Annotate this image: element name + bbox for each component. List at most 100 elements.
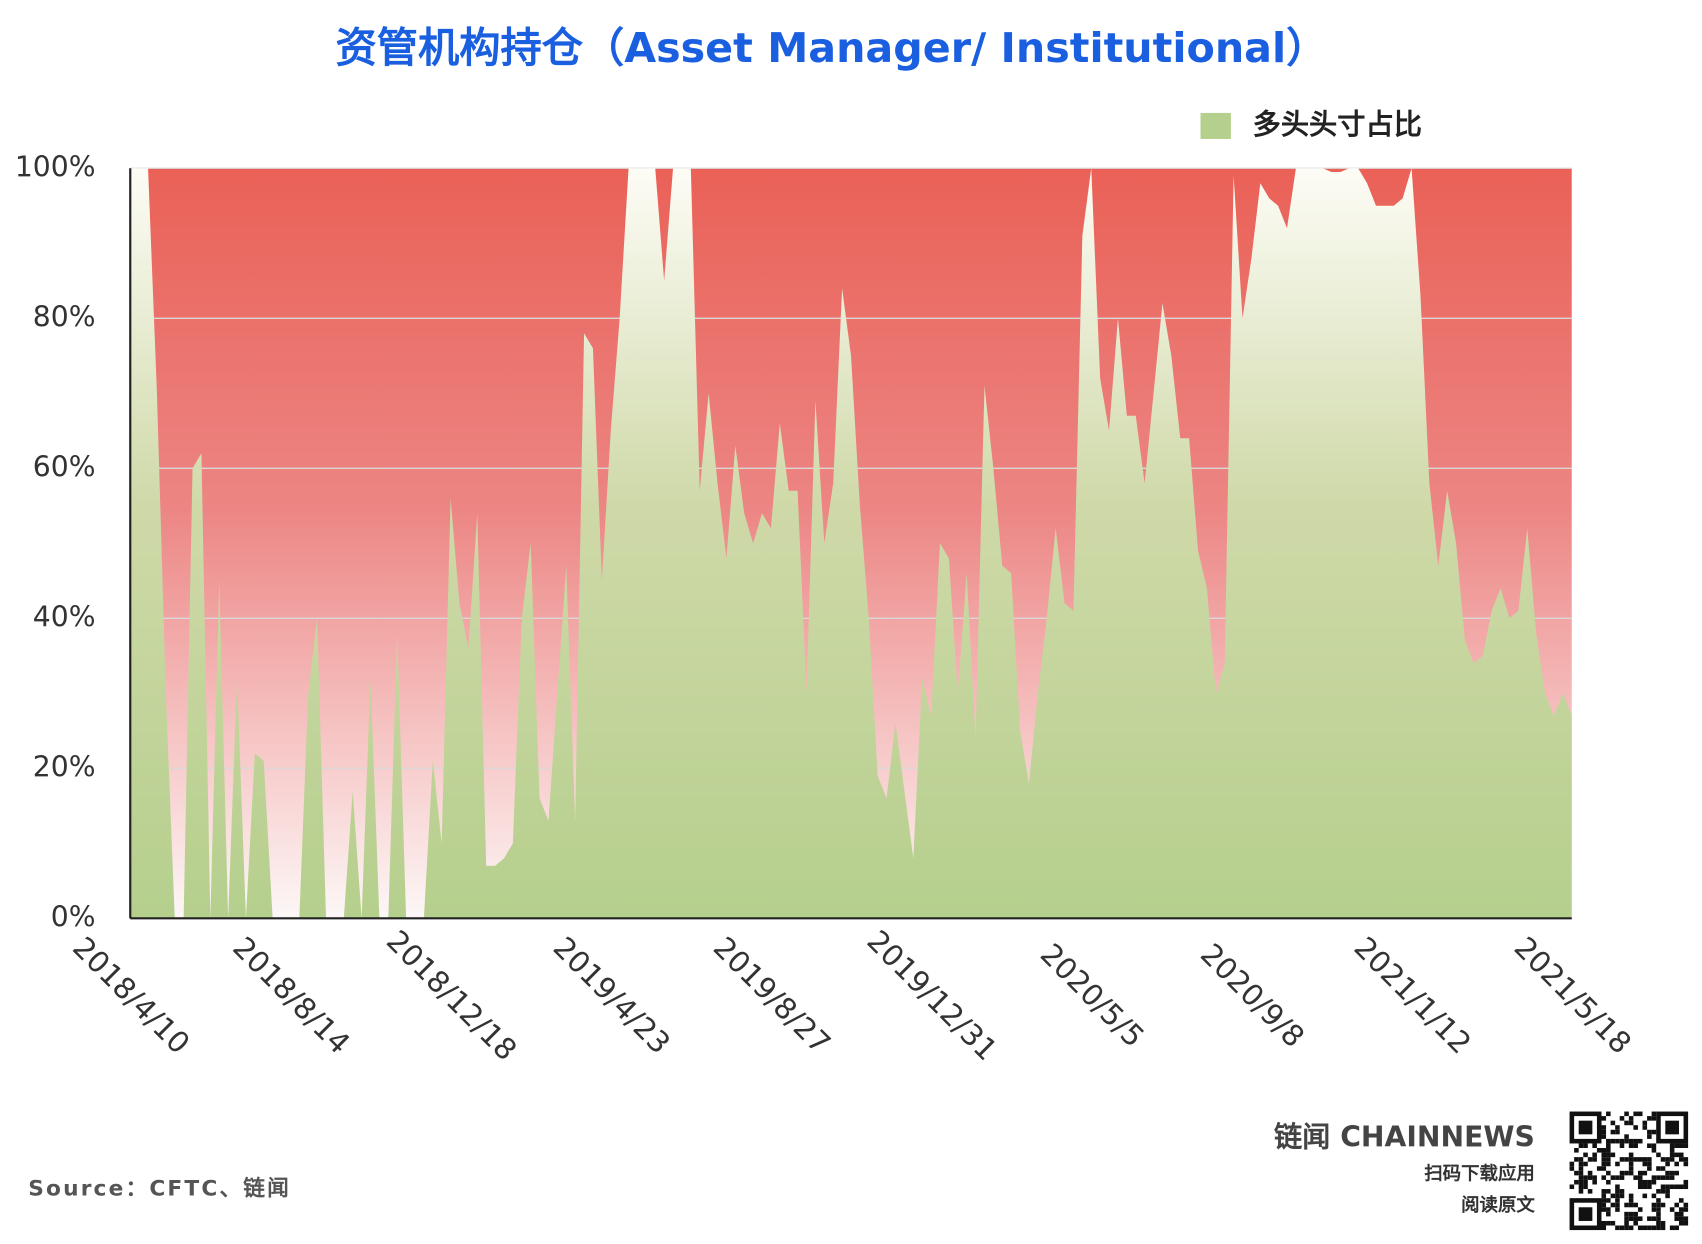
qr-cell xyxy=(1624,1120,1629,1126)
qr-cell xyxy=(1578,1143,1584,1149)
qr-cell xyxy=(1683,1179,1689,1185)
qr-cell xyxy=(1678,1157,1684,1162)
qr-cell xyxy=(1628,1198,1634,1203)
qr-cell xyxy=(1660,1157,1666,1162)
x-tick-label: 2020/9/8 xyxy=(1194,937,1311,1054)
qr-cell xyxy=(1637,1138,1643,1144)
qr-cell xyxy=(1633,1111,1638,1117)
qr-cell xyxy=(1601,1157,1607,1162)
qr-cell xyxy=(1578,1157,1584,1162)
qr-cell xyxy=(1624,1134,1629,1139)
qr-cell xyxy=(1633,1138,1638,1144)
qr-cell xyxy=(1660,1202,1666,1208)
qr-cell xyxy=(1592,1157,1597,1162)
qr-cell xyxy=(1633,1211,1638,1217)
qr-cell xyxy=(1678,1184,1684,1190)
qr-cell xyxy=(1647,1134,1652,1139)
qr-cell xyxy=(1583,1184,1588,1190)
qr-cell xyxy=(1615,1125,1620,1130)
qr-cell xyxy=(1674,1161,1679,1167)
qr-cell xyxy=(1651,1116,1657,1121)
qr-cell xyxy=(1628,1152,1634,1158)
qr-cell xyxy=(1669,1175,1675,1180)
qr-cell xyxy=(1628,1170,1634,1176)
qr-cell xyxy=(1647,1225,1652,1231)
qr-cell xyxy=(1615,1184,1620,1190)
qr-cell xyxy=(1587,1189,1593,1194)
qr-cell xyxy=(1615,1175,1620,1180)
qr-cell xyxy=(1628,1157,1634,1162)
qr-cell xyxy=(1647,1161,1652,1167)
qr-cell xyxy=(1578,1175,1584,1180)
qr-code[interactable] xyxy=(1569,1111,1689,1231)
qr-cell xyxy=(1674,1202,1679,1208)
qr-cell xyxy=(1606,1189,1611,1194)
qr-cell xyxy=(1606,1170,1611,1176)
qr-cell xyxy=(1624,1220,1629,1226)
qr-cell xyxy=(1678,1211,1684,1217)
qr-cell xyxy=(1606,1211,1611,1217)
qr-cell xyxy=(1637,1175,1643,1180)
qr-cell xyxy=(1656,1211,1661,1217)
qr-cell xyxy=(1628,1161,1634,1167)
qr-cell xyxy=(1610,1202,1616,1208)
area xyxy=(130,168,1572,919)
qr-cell xyxy=(1656,1198,1661,1203)
qr-cell xyxy=(1660,1166,1666,1171)
qr-cell xyxy=(1637,1225,1643,1231)
qr-cell xyxy=(1587,1157,1593,1162)
qr-cell xyxy=(1683,1207,1689,1212)
qr-cell xyxy=(1574,1148,1579,1153)
qr-cell xyxy=(1569,1166,1575,1171)
qr-cell xyxy=(1656,1220,1661,1226)
qr-cell xyxy=(1669,1152,1675,1158)
qr-cell xyxy=(1606,1198,1611,1203)
qr-cell xyxy=(1624,1138,1629,1144)
qr-cell xyxy=(1601,1198,1607,1203)
qr-cell xyxy=(1665,1193,1670,1199)
y-tick-label: 40% xyxy=(33,600,96,633)
qr-cell xyxy=(1601,1129,1607,1135)
legend-swatch xyxy=(1200,112,1231,139)
qr-cell xyxy=(1683,1184,1689,1190)
qr-cell xyxy=(1674,1225,1679,1231)
qr-cell xyxy=(1651,1193,1657,1199)
qr-cell xyxy=(1610,1193,1616,1199)
qr-cell xyxy=(1606,1207,1611,1212)
qr-cell xyxy=(1628,1143,1634,1149)
qr-cell xyxy=(1628,1138,1634,1144)
qr-cell xyxy=(1637,1184,1643,1190)
qr-cell xyxy=(1665,1170,1670,1176)
qr-cell xyxy=(1583,1161,1588,1167)
qr-cell xyxy=(1656,1216,1661,1221)
qr-cell xyxy=(1583,1179,1588,1185)
qr-cell xyxy=(1610,1120,1616,1126)
x-tick-label: 2020/5/5 xyxy=(1034,937,1151,1054)
qr-cell xyxy=(1601,1189,1607,1194)
qr-cell xyxy=(1592,1152,1597,1158)
qr-cell xyxy=(1619,1193,1625,1199)
qr-cell xyxy=(1651,1148,1657,1153)
qr-finder xyxy=(1578,1120,1593,1135)
qr-cell xyxy=(1574,1170,1579,1176)
qr-cell xyxy=(1615,1189,1620,1194)
qr-cell xyxy=(1601,1193,1607,1199)
qr-cell xyxy=(1656,1152,1661,1158)
qr-cell xyxy=(1642,1120,1648,1126)
qr-cell xyxy=(1610,1138,1616,1144)
qr-finder xyxy=(1665,1120,1679,1135)
qr-finder xyxy=(1656,1111,1689,1144)
qr-cell xyxy=(1651,1111,1657,1117)
qr-cell xyxy=(1647,1179,1652,1185)
qr-cell xyxy=(1606,1179,1611,1185)
qr-cell xyxy=(1656,1225,1661,1231)
qr-cell xyxy=(1669,1157,1675,1162)
qr-cell xyxy=(1615,1225,1620,1231)
qr-cell xyxy=(1642,1157,1648,1162)
qr-cell xyxy=(1656,1207,1661,1212)
qr-cell xyxy=(1660,1175,1666,1180)
qr-cell xyxy=(1601,1220,1607,1226)
qr-cell xyxy=(1642,1125,1648,1130)
qr-cell xyxy=(1619,1170,1625,1176)
